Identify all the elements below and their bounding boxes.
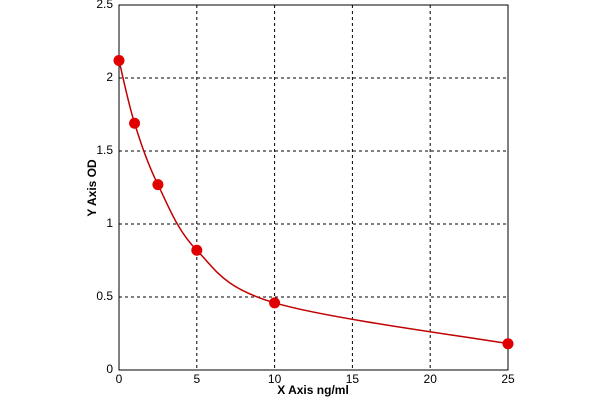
data-point xyxy=(129,117,141,129)
x-tick-label: 20 xyxy=(424,372,438,386)
x-tick-label: 0 xyxy=(116,372,123,386)
x-tick-label: 10 xyxy=(268,372,282,386)
x-axis-label: X Axis ng/ml xyxy=(277,383,349,397)
x-tick-label: 15 xyxy=(346,372,360,386)
y-tick-label: 0 xyxy=(106,362,113,376)
x-tick-label: 25 xyxy=(501,372,515,386)
y-tick-label: 1.5 xyxy=(96,143,113,157)
plot-frame xyxy=(118,4,509,371)
fit-curve xyxy=(118,60,509,345)
y-tick-label: 0.5 xyxy=(96,289,113,303)
y-tick-label: 2 xyxy=(106,70,113,84)
y-tick-label: 1 xyxy=(106,216,113,230)
data-point xyxy=(502,338,514,350)
data-point xyxy=(269,297,281,309)
data-point xyxy=(191,244,203,256)
data-point xyxy=(113,54,125,66)
data-point xyxy=(152,179,164,191)
y-tick-label: 2.5 xyxy=(96,0,113,11)
y-axis-label: Y Axis OD xyxy=(85,159,99,217)
x-tick-label: 5 xyxy=(193,372,200,386)
